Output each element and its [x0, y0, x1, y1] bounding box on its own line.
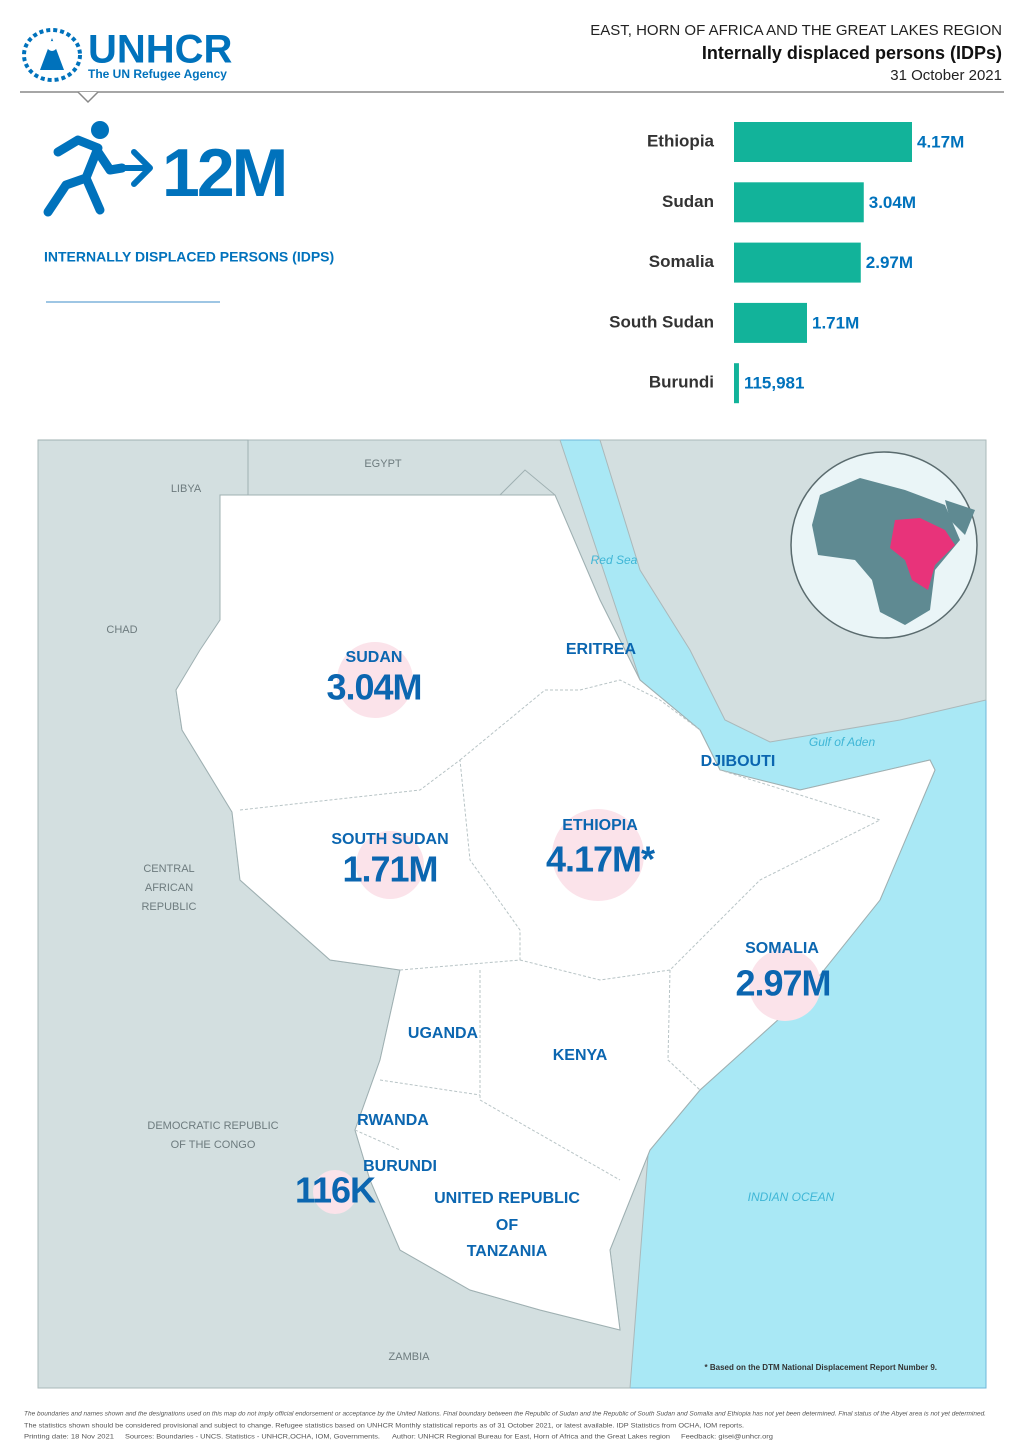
value-label: 115,981 [744, 374, 805, 393]
country-label: BURUNDI [363, 1158, 437, 1175]
footnote: * Based on the DTM National Displacement… [705, 1363, 937, 1372]
country-label: UGANDA [408, 1025, 479, 1042]
neighbor-label: EGYPT [364, 458, 402, 470]
country-figure: 3.04M [326, 667, 421, 708]
sources: Sources: Boundaries - UNCS. Statistics -… [125, 1435, 380, 1441]
logo: UNHCR The UN Refugee Agency [22, 28, 233, 82]
country-figure: 4.17M* [546, 839, 655, 880]
country-label: SUDAN [346, 649, 403, 666]
country-label: RWANDA [357, 1112, 429, 1129]
neighbor-label: CHAD [106, 624, 137, 636]
neighbor-label: AFRICAN [145, 882, 193, 894]
country-figure: 2.97M [735, 963, 830, 1004]
bubble [356, 831, 424, 899]
category-label: Ethiopia [647, 131, 715, 150]
neighbor-label: REPUBLIC [141, 901, 196, 913]
kpi-label: INTERNALLY DISPLACED PERSONS (IDPS) [44, 249, 334, 265]
value-label: 2.97M [866, 253, 913, 272]
neighbor-label: ZAMBIA [389, 1351, 431, 1363]
value-label: 3.04M [869, 193, 916, 212]
org-subtitle: The UN Refugee Agency [88, 67, 227, 81]
feedback: Feedback: gisei@unhcr.org [681, 1435, 773, 1441]
map: EGYPT LIBYA CHAD CENTRAL AFRICAN REPUBLI… [37, 439, 987, 1389]
category-label: Somalia [649, 252, 715, 271]
neighbor-label: DEMOCRATIC REPUBLIC [147, 1120, 278, 1132]
country-label: SOMALIA [745, 940, 819, 957]
neighbor-label: OF THE CONGO [171, 1139, 256, 1151]
header-notch [77, 91, 99, 104]
date: 31 October 2021 [890, 67, 1002, 84]
country-label: DJIBOUTI [701, 753, 776, 770]
bar [734, 302, 807, 343]
country-figure: 116K [295, 1170, 376, 1211]
globe-inset [790, 451, 978, 639]
internal-borders [239, 679, 882, 1181]
printing-date: Printing date: 18 Nov 2021 [24, 1435, 115, 1441]
sea-label: INDIAN OCEAN [748, 1190, 835, 1204]
bubble [552, 809, 644, 901]
bar-chart: Ethiopia 4.17M Sudan 3.04M Somalia 2.97M South… [609, 122, 964, 404]
country-label: KENYA [553, 1047, 608, 1064]
author: Author: UNHCR Regional Bureau for East, … [392, 1435, 670, 1441]
category-label: South Sudan [609, 312, 714, 331]
country-label: ERITREA [566, 641, 637, 658]
org-name: UNHCR [88, 28, 233, 72]
category-label: Burundi [649, 373, 714, 392]
bar [734, 122, 912, 162]
neighbor-label: LIBYA [171, 483, 202, 495]
sea-label: Red Sea [591, 553, 638, 567]
country-label: UNITED REPUBLIC [434, 1190, 580, 1207]
value-label: 1.71M [812, 313, 859, 332]
category-label: Sudan [662, 192, 714, 211]
country-label: SOUTH SUDAN [331, 831, 448, 848]
country-label: ETHIOPIA [562, 817, 638, 834]
bubble [337, 642, 413, 718]
country-label: TANZANIA [467, 1243, 548, 1260]
country-label: OF [496, 1217, 518, 1234]
bar [734, 242, 861, 283]
region: EAST, HORN OF AFRICA AND THE GREAT LAKES… [590, 22, 1002, 39]
statistics-note: The statistics shown should be considere… [24, 1424, 744, 1430]
bubble [749, 949, 821, 1021]
title: Internally displaced persons (IDPs) [702, 43, 1002, 63]
sea-label: Gulf of Aden [809, 735, 876, 749]
value-label: 4.17M [917, 132, 964, 151]
kpi-value: 12M [162, 135, 285, 211]
bubble [313, 1170, 357, 1214]
bar [734, 363, 739, 404]
neighbor-label: CENTRAL [143, 863, 194, 875]
disclaimer: The boundaries and names shown and the d… [24, 1412, 986, 1418]
bar [734, 182, 864, 223]
country-figure: 1.71M [342, 849, 437, 890]
idp-icon [43, 121, 153, 217]
